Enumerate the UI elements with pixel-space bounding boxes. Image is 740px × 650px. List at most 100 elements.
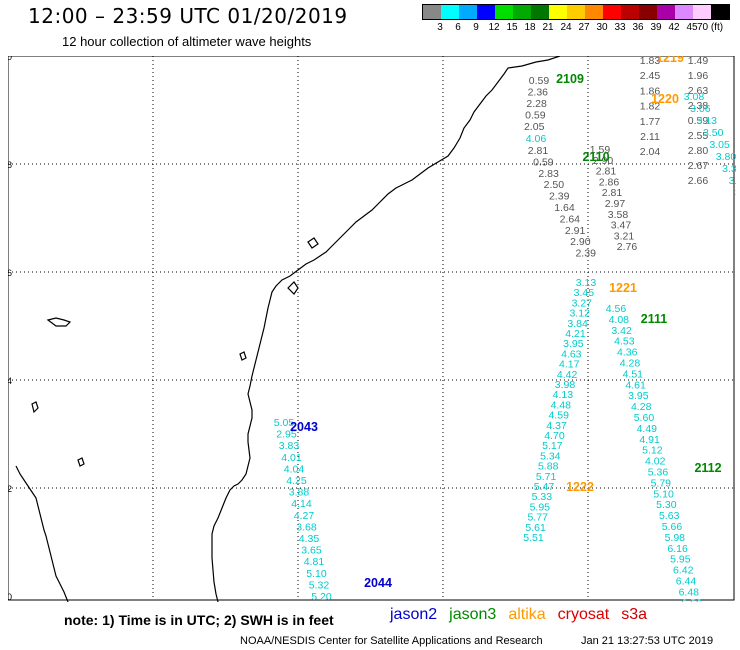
swh-value-label: 2.66 <box>688 175 709 187</box>
swh-value-label: 2.83 <box>538 168 559 180</box>
swh-value-label: 4.02 <box>645 456 666 468</box>
swh-value-label: 6.48 <box>679 586 700 598</box>
scale-label: 21 <box>542 22 554 33</box>
pass-label-2044: 2044 <box>364 576 392 590</box>
lat-tick-label: 14 <box>8 376 12 386</box>
swh-value-label: 5.79 <box>651 477 672 489</box>
swh-value-label: 6.56 <box>681 597 702 602</box>
swh-value-label: 2.90 <box>593 155 614 167</box>
swh-value-label: 5.30 <box>656 499 677 511</box>
pass-label-2110: 2110 <box>582 150 609 164</box>
swh-value-label: 3.80 <box>716 151 736 163</box>
coastline <box>15 56 561 602</box>
track-2043: 5.052.953.834.014.044.253.884.144.273.68… <box>274 417 332 602</box>
swh-value-label: 2.81 <box>596 166 617 178</box>
swh-value-label: 2.64 <box>560 213 581 225</box>
swh-value-label: 4.51 <box>623 368 644 380</box>
swh-value-label: 2.76 <box>617 241 638 253</box>
island-1 <box>46 317 72 327</box>
swh-value-label: 0.59 <box>688 115 709 127</box>
swh-value-label: 6.42 <box>673 565 694 577</box>
pass-label-2043: 2043 <box>290 420 318 434</box>
swh-value-label: 3.13 <box>576 277 597 289</box>
swh-value-label: 5.05 <box>274 417 295 429</box>
scale-label: 3 <box>437 22 443 33</box>
swh-value-label: 5.20 <box>311 591 332 602</box>
satellite-tracks: 0.592.362.280.592.054.062.810.592.832.50… <box>274 56 736 602</box>
swh-value-label: 4.01 <box>281 452 302 464</box>
scale-swatch-6 <box>531 5 549 19</box>
lon-tick-label: 81 <box>293 601 303 602</box>
swh-value-label: 2.91 <box>565 225 586 237</box>
swh-value-label: 2.05 <box>524 121 545 133</box>
swh-value-label: 1.49 <box>688 56 709 67</box>
swh-value-label: 4.48 <box>551 399 572 411</box>
map-subtitle: 12 hour collection of altimeter wave hei… <box>62 34 312 49</box>
swh-value-label: 3.36 <box>722 163 736 175</box>
swh-value-label: 4.36 <box>617 347 638 359</box>
island-6 <box>77 457 85 467</box>
swh-value-label: 4.56 <box>606 303 627 315</box>
swh-value-label: 4.06 <box>526 133 547 145</box>
pass-labels: 1219 2109 1220 2110 1221 2111 2043 2112 1222 2044 <box>290 56 722 590</box>
swh-value-label: 4.81 <box>304 556 325 568</box>
swh-value-label: 5.10 <box>653 488 674 500</box>
legend-s3a: s3a <box>621 606 648 623</box>
swh-value-label: 5.95 <box>670 554 691 566</box>
scale-label: 45 <box>686 22 698 33</box>
swh-value-label: 2.81 <box>602 187 623 199</box>
swh-value-label: 3.84 <box>567 318 588 330</box>
scale-swatch-3 <box>477 5 495 19</box>
scale-label: 27 <box>578 22 590 33</box>
lon-tick-label: 78 <box>148 601 158 602</box>
swh-value-label: 2.28 <box>526 98 547 110</box>
swh-value-label: 4.53 <box>614 336 635 348</box>
swh-value-label: 3.42 <box>611 325 632 337</box>
scale-label: 70 (ft) <box>696 22 724 33</box>
swh-value-label: 3.21 <box>614 230 635 242</box>
swh-value-label: 3.12 <box>569 308 590 320</box>
color-scale-labels: 3 6 9 12 15 18 21 24 27 30 33 36 39 42 45 70 (ft) <box>422 20 728 34</box>
scale-swatch-8 <box>567 5 585 19</box>
swh-value-label: 4.08 <box>609 314 630 326</box>
legend-altika: altika <box>508 606 546 623</box>
swh-value-label: 2.63 <box>688 85 709 97</box>
coastline-mainland <box>211 56 561 602</box>
swh-value-label: 2.81 <box>528 145 549 157</box>
swh-value-label: 3.88 <box>289 487 310 499</box>
lon-tick-label: 75 <box>8 601 13 602</box>
swh-value-label: 2.45 <box>640 70 661 82</box>
track-2109-cyan: 4.06 <box>526 133 547 145</box>
lat-tick-label: 18 <box>8 160 12 170</box>
track-1219-mid: 1.592.902.812.862.812.973.583.473.212.76 <box>590 144 638 253</box>
track-1220-grey: 1.49 1.96 2.63 2.38 0.59 2.55 2.80 2.67 2.66 <box>688 56 709 187</box>
generation-timestamp: Jan 21 13:27:53 UTC 2019 <box>581 635 714 647</box>
coastline-west <box>15 465 69 602</box>
swh-value-label: 5.60 <box>634 412 655 424</box>
swh-value-label: 1.83 <box>640 56 661 67</box>
swh-value-label: 2.86 <box>599 176 620 188</box>
lat-tick-label: 20 <box>8 56 12 62</box>
swh-value-label: 1.77 <box>640 116 661 128</box>
scale-label: 33 <box>614 22 626 33</box>
swh-value-label: 2.80 <box>688 145 709 157</box>
swh-value-label: 4.28 <box>620 358 641 370</box>
track-1220-cyan: 3.083.063.133.503.053.803.363.393.524.29… <box>684 91 736 199</box>
swh-value-label: 3.45 <box>574 287 595 299</box>
swh-value-label: 5.61 <box>525 522 546 534</box>
map-title: 12:00 – 23:59 UTC 01/20/2019 <box>28 4 348 28</box>
legend-cryosat: cryosat <box>557 606 610 623</box>
island-3 <box>307 237 319 249</box>
swh-value-label: 4.63 <box>561 348 582 360</box>
swh-value-label: 5.71 <box>536 471 557 483</box>
lat-tick-label: 10 <box>8 592 12 602</box>
axis-tick-labels: 20 18 16 14 12 1075 78 81 84 87 90 <box>8 56 736 602</box>
swh-value-label: 5.95 <box>530 501 551 513</box>
swh-value-label: 3.95 <box>628 390 649 402</box>
scale-swatch-13 <box>657 5 675 19</box>
swh-value-label: 4.61 <box>625 379 646 391</box>
swh-value-label: 0.59 <box>529 75 550 87</box>
pass-label-1219: 1219 <box>656 56 684 65</box>
swh-value-label: 4.37 <box>546 420 567 432</box>
scale-label: 12 <box>488 22 500 33</box>
